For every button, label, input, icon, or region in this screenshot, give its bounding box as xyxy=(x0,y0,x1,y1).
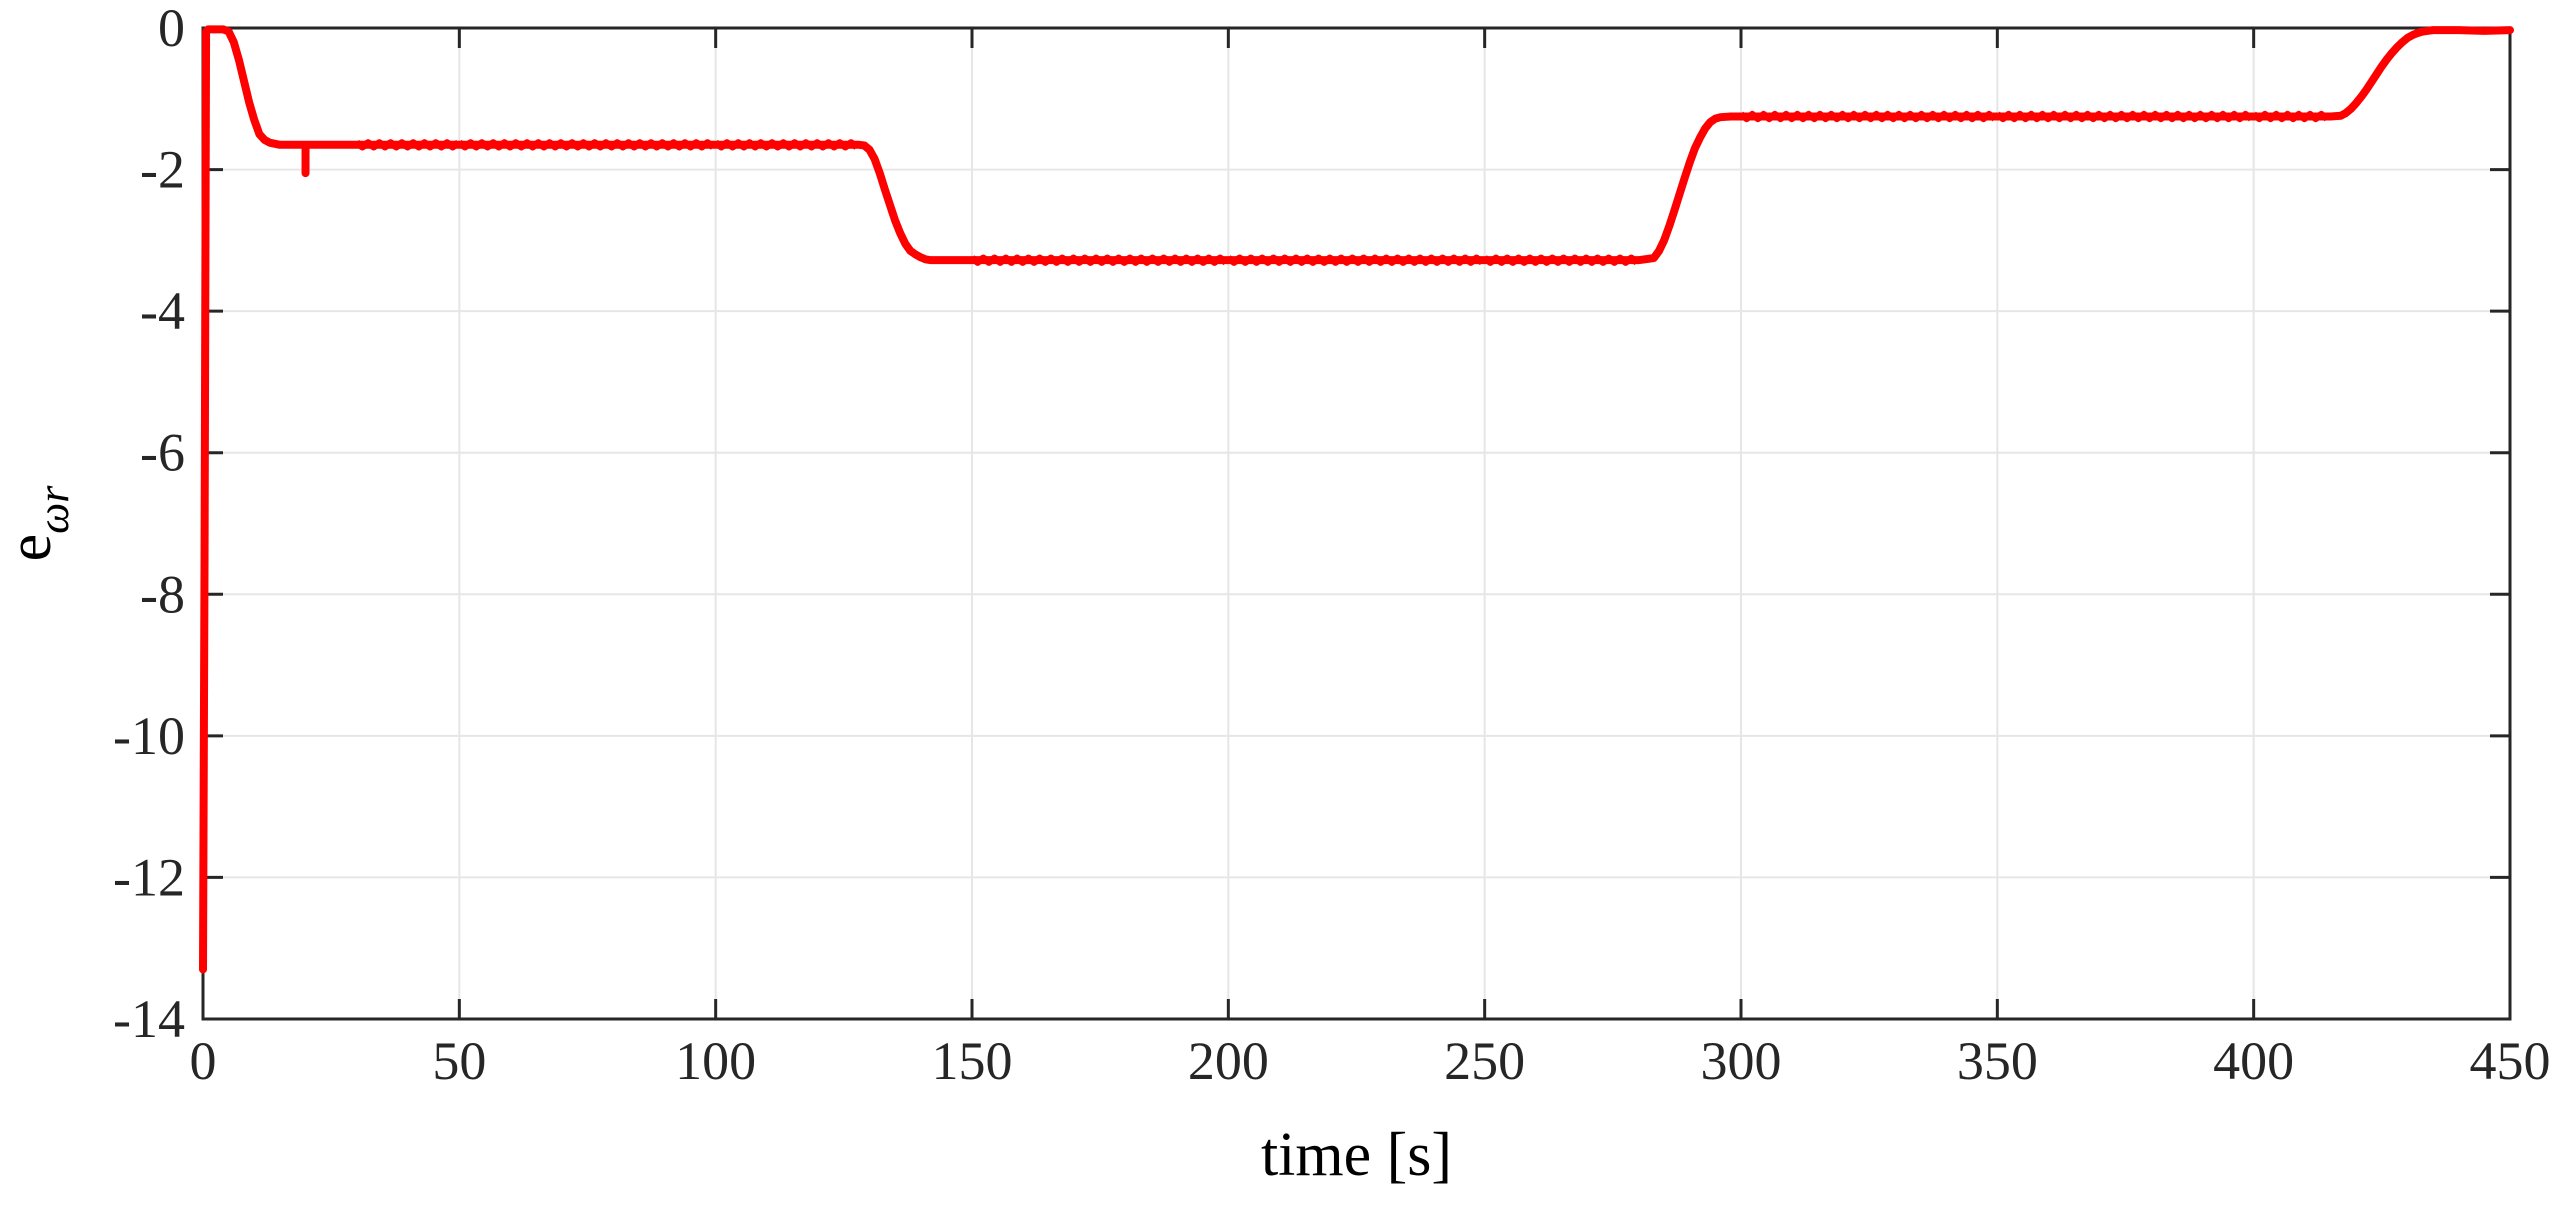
y-tick-labels: 0 -2 -4 -6 -8 -10 -12 -14 xyxy=(113,0,185,1049)
x-tick-label: 250 xyxy=(1444,1031,1525,1091)
axis-ticks xyxy=(201,26,2512,1021)
gridlines xyxy=(202,27,2511,1020)
y-axis-label-subscript: ωr xyxy=(29,485,78,534)
y-tick-label: -12 xyxy=(113,847,185,907)
x-tick-label: 100 xyxy=(675,1031,756,1091)
x-tick-label: 300 xyxy=(1701,1031,1782,1091)
y-tick-label: 0 xyxy=(158,0,185,58)
x-tick-label: 400 xyxy=(2213,1031,2294,1091)
series-layer xyxy=(199,25,2514,974)
x-tick-label: 450 xyxy=(2470,1031,2551,1091)
series-ripple xyxy=(1995,110,2254,123)
y-tick-label: -4 xyxy=(140,281,185,341)
x-tick-label: 350 xyxy=(1957,1031,2038,1091)
plot-area-frame xyxy=(201,26,2512,1021)
y-tick-label: -8 xyxy=(140,564,185,624)
y-tick-label: -14 xyxy=(113,989,185,1049)
series-ripple xyxy=(354,139,461,151)
y-axis-label: eωr xyxy=(0,485,78,562)
y-tick-label: -2 xyxy=(140,140,185,200)
series-ripple xyxy=(1738,110,1997,123)
series-ripple xyxy=(713,139,859,151)
series-ripple xyxy=(1226,254,1485,266)
series-ripple xyxy=(1482,254,1640,266)
series-ripple xyxy=(457,139,716,151)
x-tick-labels: 0 50 100 150 200 250 300 350 400 450 xyxy=(190,1031,2551,1091)
x-tick-label: 50 xyxy=(432,1031,486,1091)
x-tick-label: 200 xyxy=(1188,1031,1269,1091)
y-tick-label: -10 xyxy=(113,706,185,766)
series-ripple xyxy=(969,254,1228,266)
x-axis-label: time [s] xyxy=(1261,1121,1452,1189)
series-ripple xyxy=(2251,110,2330,123)
y-axis-label-main: e xyxy=(0,534,64,562)
y-tick-label: -6 xyxy=(140,423,185,483)
x-tick-label: 150 xyxy=(932,1031,1013,1091)
x-tick-label: 0 xyxy=(190,1031,217,1091)
